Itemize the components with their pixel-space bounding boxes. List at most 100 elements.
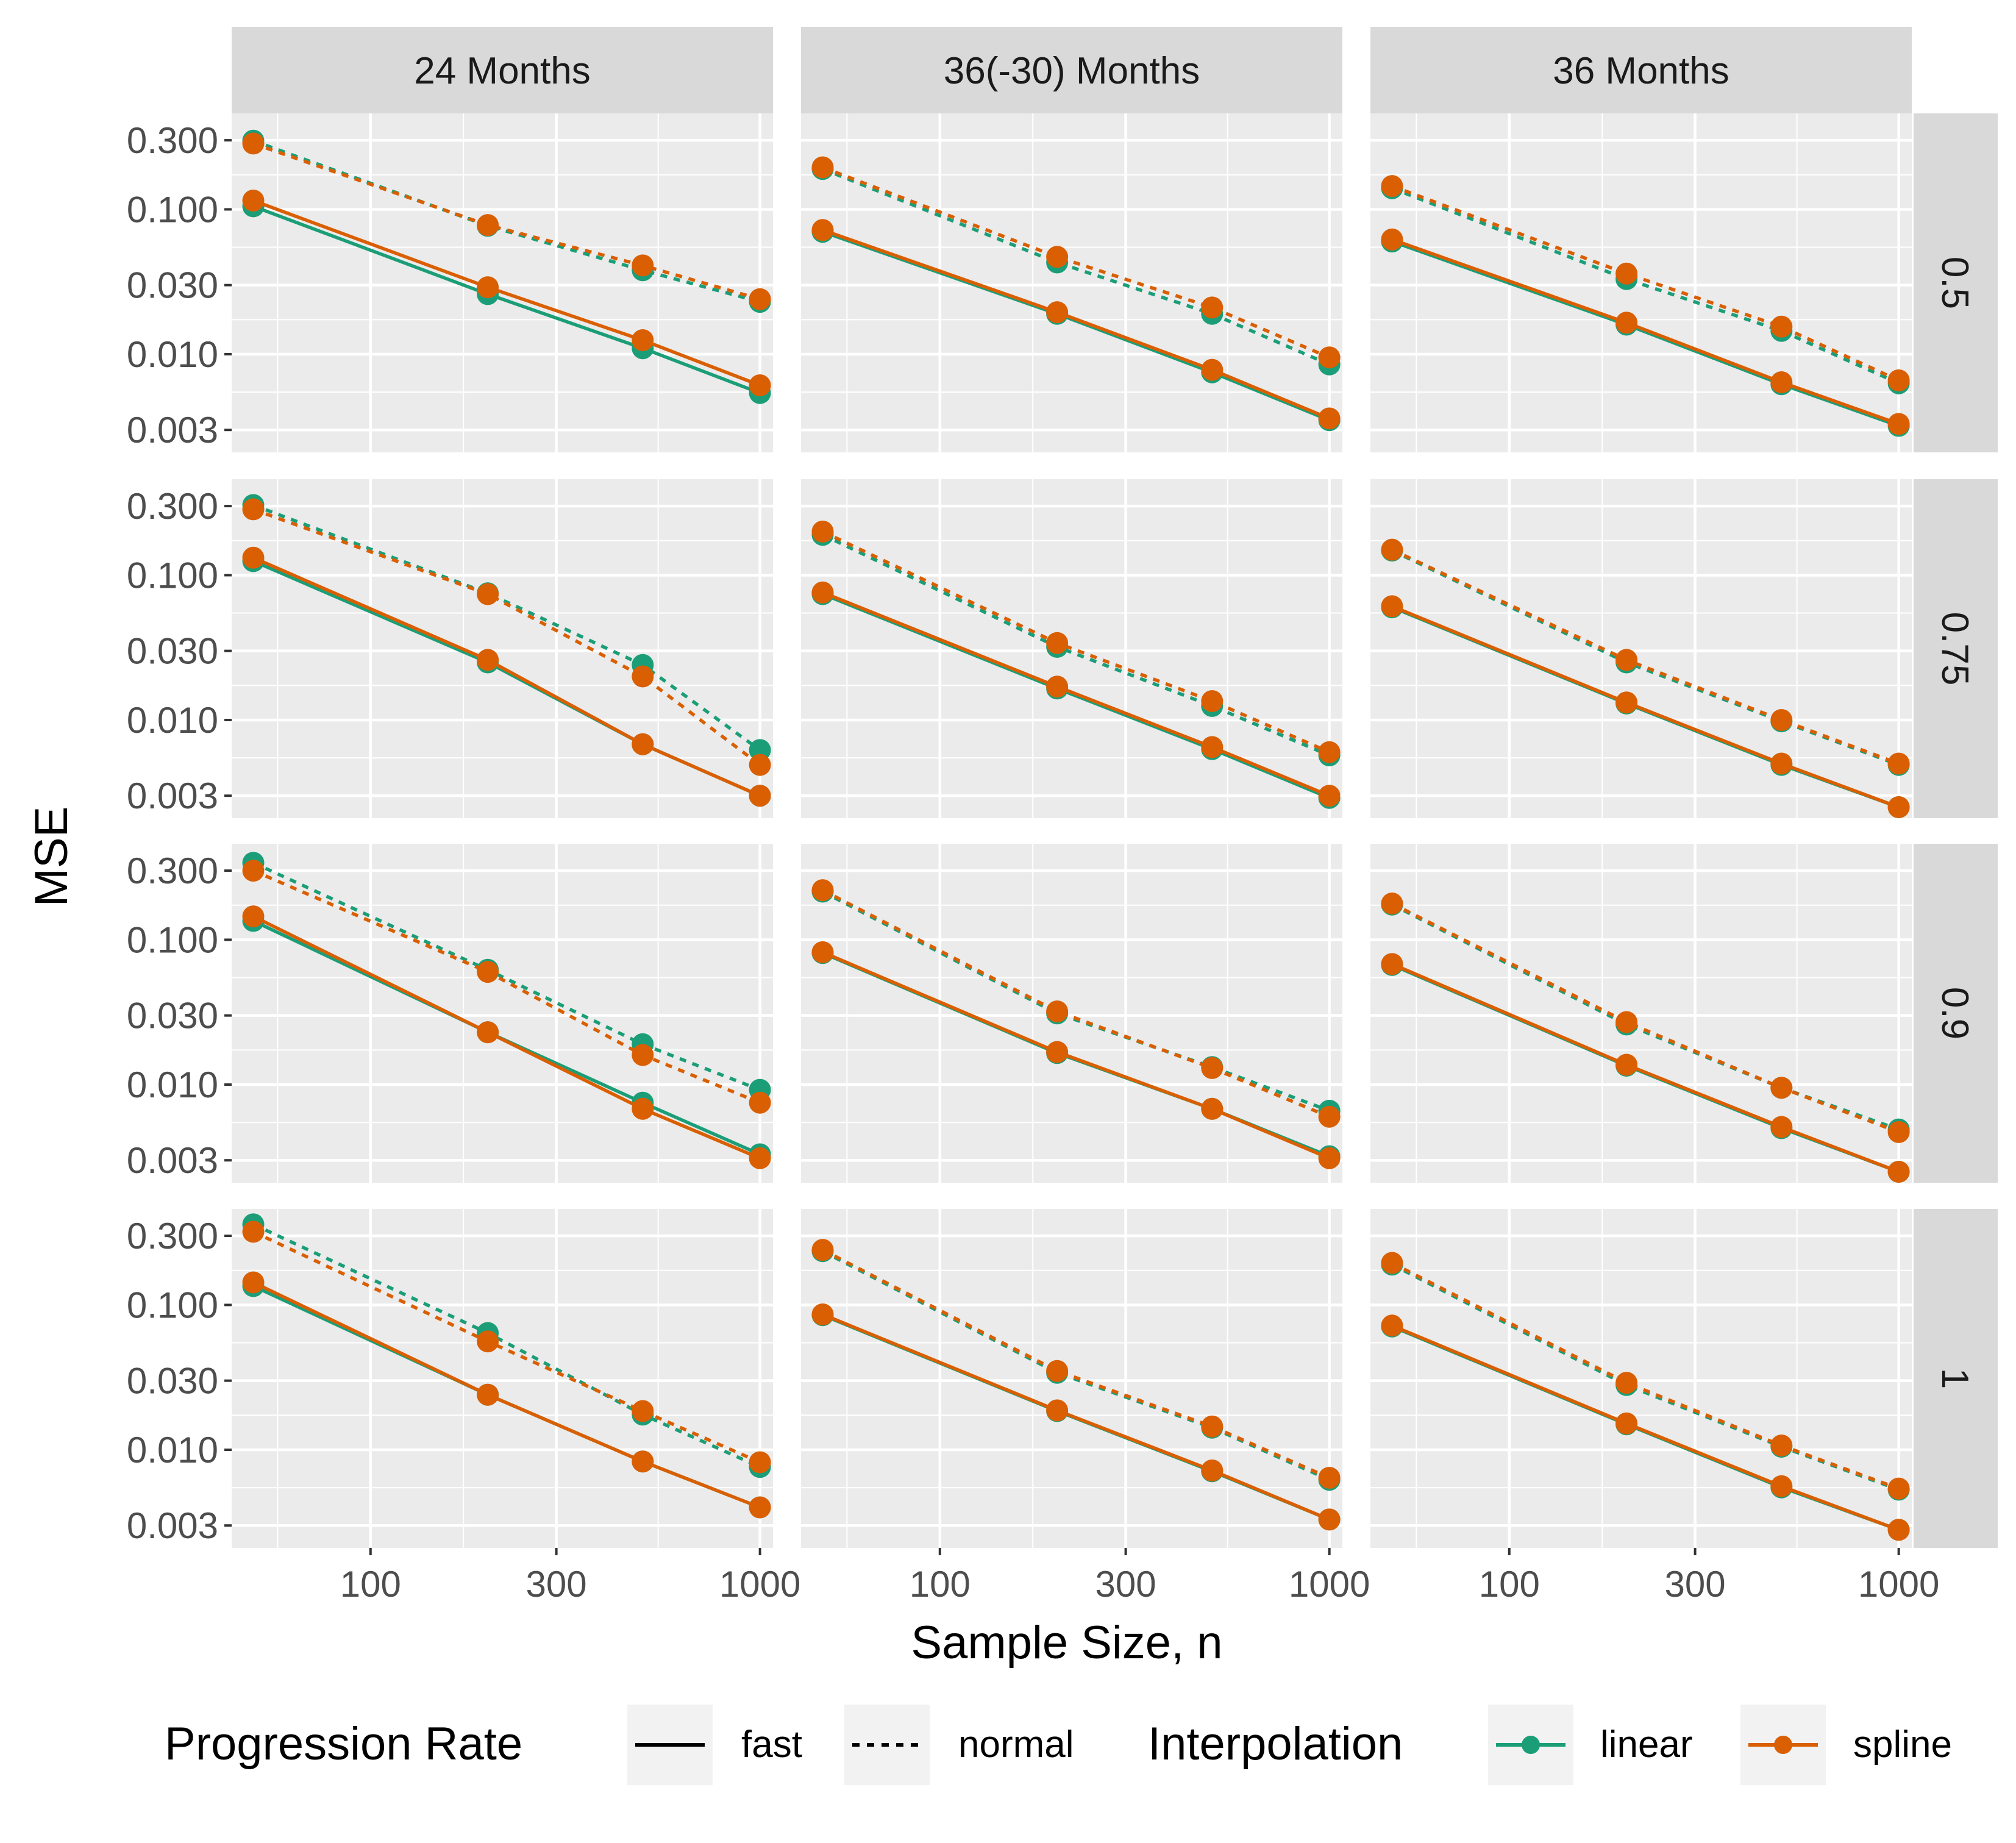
panel-1-36-30-months-series-spline-normal-point-n500 <box>1201 1415 1223 1438</box>
panel-0-9-36-30-months-series-spline-fast-point-n500 <box>1201 1097 1223 1120</box>
panel-0-75-36-months-series-spline-fast-point-n50 <box>1381 595 1403 618</box>
y-tick-label: 0.003 <box>127 1505 218 1546</box>
panel-0-75-24-months-series-spline-normal-line <box>252 507 761 766</box>
row-strip-background <box>1914 479 1998 818</box>
panel-0-5-36-months-series-spline-normal <box>1381 175 1910 391</box>
panel-0-5-36-months-series-spline-normal-point-n200 <box>1615 262 1638 285</box>
panel-0-5-24-months-series-spline-normal-point-n500 <box>632 254 654 277</box>
panels-layer <box>232 113 1912 1548</box>
panel-0-75-36-months-series-spline-fast <box>1381 595 1910 818</box>
panel-0-75-24-months-series-spline-fast-point-n500 <box>632 733 654 755</box>
panel-1-36-months-series-spline-normal-point-n200 <box>1615 1372 1638 1394</box>
x-tick-label: 100 <box>1479 1564 1540 1605</box>
panel-0-9-36-months-series-spline-fast <box>1381 953 1910 1183</box>
panel-0-9-24-months-series-spline-normal-point-n1000 <box>749 1091 771 1114</box>
panel-0-9-36-months-series-spline-normal-point-n200 <box>1615 1011 1638 1033</box>
panel-0-9-24-months-series-spline-fast-line <box>252 914 761 1160</box>
panel-0-5-36-30-months <box>801 113 1342 452</box>
panel-0-75-36-30-months-series-spline-fast-line <box>822 591 1330 797</box>
row-strip-background <box>1914 113 1998 452</box>
panel-0-5-24-months <box>232 113 773 452</box>
panel-1-36-30-months-series-spline-fast <box>811 1303 1341 1531</box>
y-tick-label: 0.300 <box>127 1216 218 1257</box>
panel-0-9-36-months-background <box>1370 844 1912 1183</box>
row-strip-0-9: 0.9 <box>1914 844 1998 1183</box>
panel-0-5-36-30-months-series-spline-fast-point-n50 <box>811 219 834 241</box>
y-tick-label: 0.300 <box>127 120 218 161</box>
panel-1-36-months-series-spline-normal-point-n50 <box>1381 1252 1403 1274</box>
panel-0-5-24-months-series-spline-fast-line <box>252 199 761 387</box>
panel-0-75-24-months-series-spline-normal <box>242 498 771 776</box>
x-axis-24-months: 100 300 1000 <box>340 1548 800 1605</box>
panel-1-36-30-months-grid <box>801 1209 1342 1548</box>
x-axis-36-months: 100 300 1000 <box>1479 1548 1939 1605</box>
panel-0-75-36-months-series-spline-fast-line <box>1391 604 1900 809</box>
panel-0-9-36-months-series-spline-normal-point-n50 <box>1381 893 1403 914</box>
panel-0-75-36-30-months-grid <box>801 479 1342 818</box>
panel-0-75-36-30-months-series-spline-normal-line <box>822 530 1330 754</box>
panel-1-24-months-series-spline-fast <box>242 1271 771 1519</box>
panel-0-9-36-months-series-spline-normal-point-n1000 <box>1887 1121 1910 1143</box>
legend-title-progression-rate: Progression Rate <box>165 1718 522 1770</box>
panel-0-9-36-30-months-series-spline-normal-point-n200 <box>1046 1000 1069 1022</box>
y-tick-label: 0.003 <box>127 775 218 816</box>
y-tick-label: 0.100 <box>127 555 218 596</box>
panel-0-75-36-months-series-spline-normal-line <box>1391 548 1900 766</box>
panel-1-36-months-series-spline-fast-point-n500 <box>1770 1475 1793 1497</box>
panel-0-75-36-months-series-spline-normal-point-n50 <box>1381 538 1403 561</box>
panel-0-9-36-30-months-series-spline-normal-point-n1000 <box>1318 1105 1341 1128</box>
legend-label-spline: spline <box>1853 1724 1952 1766</box>
panel-0-9-24-months-series-spline-fast-point-n50 <box>242 905 265 928</box>
panel-1-36-30-months-series-spline-fast-point-n500 <box>1201 1459 1223 1481</box>
panel-0-75-36-30-months-series-spline-fast <box>811 581 1341 807</box>
legend-key-linear-point <box>1522 1736 1540 1754</box>
panel-0-75-24-months-series-linear-normal-line <box>252 503 761 752</box>
column-strip-label: 36(-30) Months <box>944 50 1200 92</box>
panel-1-24-months-series-spline-fast-point-n1000 <box>749 1496 771 1519</box>
panel-1-36-months <box>1370 1209 1912 1548</box>
panel-1-36-30-months-series-spline-normal-point-n50 <box>811 1239 834 1261</box>
x-tick-label: 300 <box>1665 1564 1726 1605</box>
y-tick-label: 0.300 <box>127 850 218 891</box>
y-tick-label: 0.030 <box>127 265 218 306</box>
panel-0-9-36-months-grid <box>1370 844 1912 1183</box>
panel-0-75-36-30-months-background <box>801 479 1342 818</box>
y-axis-row-1: 0.003 0.010 0.030 0.100 0.300 <box>127 1216 232 1546</box>
panel-1-24-months-series-spline-normal-point-n200 <box>477 1330 499 1353</box>
panel-1-36-months-background <box>1370 1209 1912 1548</box>
panel-0-5-36-months <box>1370 113 1912 452</box>
panel-0-5-24-months-series-spline-normal-point-n1000 <box>749 288 771 310</box>
panel-0-5-36-30-months-series-spline-normal-point-n500 <box>1201 296 1223 319</box>
panel-1-36-30-months <box>801 1209 1342 1548</box>
panel-0-9-24-months-series-spline-fast <box>242 905 771 1169</box>
x-axis-title: Sample Size, n <box>911 1617 1222 1669</box>
legend-label-normal: normal <box>958 1724 1074 1766</box>
row-strip-label: 0.5 <box>1934 257 1976 309</box>
panel-1-36-months-series-spline-fast-point-n50 <box>1381 1314 1403 1337</box>
panel-0-9-36-months-series-spline-fast-point-n50 <box>1381 953 1403 975</box>
panel-1-36-months-series-spline-fast-point-n200 <box>1615 1412 1638 1435</box>
y-tick-label: 0.030 <box>127 996 218 1036</box>
row-strip-background <box>1914 844 1998 1183</box>
panel-0-5-36-30-months-series-spline-normal-point-n1000 <box>1318 346 1341 369</box>
column-strip-label: 24 Months <box>414 50 591 92</box>
panel-0-5-36-months-series-spline-fast-point-n1000 <box>1887 413 1910 435</box>
panel-0-75-36-30-months-series-spline-normal-point-n1000 <box>1318 741 1341 763</box>
y-tick-label: 0.100 <box>127 1285 218 1325</box>
panel-0-9-36-months-series-spline-fast-line <box>1391 962 1900 1174</box>
panel-0-9-24-months-series-spline-normal-point-n50 <box>242 860 265 882</box>
panel-1-24-months-series-spline-normal <box>242 1221 771 1474</box>
panel-0-5-36-months-series-spline-normal-line <box>1391 184 1900 382</box>
panel-0-9-36-30-months-series-spline-normal-point-n50 <box>811 879 834 902</box>
panel-0-5-36-30-months-series-spline-fast-line <box>822 228 1330 420</box>
panel-0-9-36-months-series-spline-fast-point-n1000 <box>1887 1161 1910 1183</box>
panel-0-75-36-30-months-series-spline-fast-point-n200 <box>1046 676 1069 698</box>
panel-1-36-months-series-spline-normal-point-n500 <box>1770 1435 1793 1456</box>
x-tick-label: 300 <box>526 1564 587 1605</box>
panel-0-75-36-30-months-series-spline-fast-point-n500 <box>1201 736 1223 758</box>
panel-0-9-24-months-background <box>232 844 773 1183</box>
x-axis-36-30-months: 100 300 1000 <box>910 1548 1370 1605</box>
column-strip-36-months: 36 Months <box>1370 27 1912 113</box>
panel-0-5-36-months-series-spline-fast <box>1381 228 1910 435</box>
panel-0-75-36-30-months-series-linear-normal-line <box>822 533 1330 757</box>
